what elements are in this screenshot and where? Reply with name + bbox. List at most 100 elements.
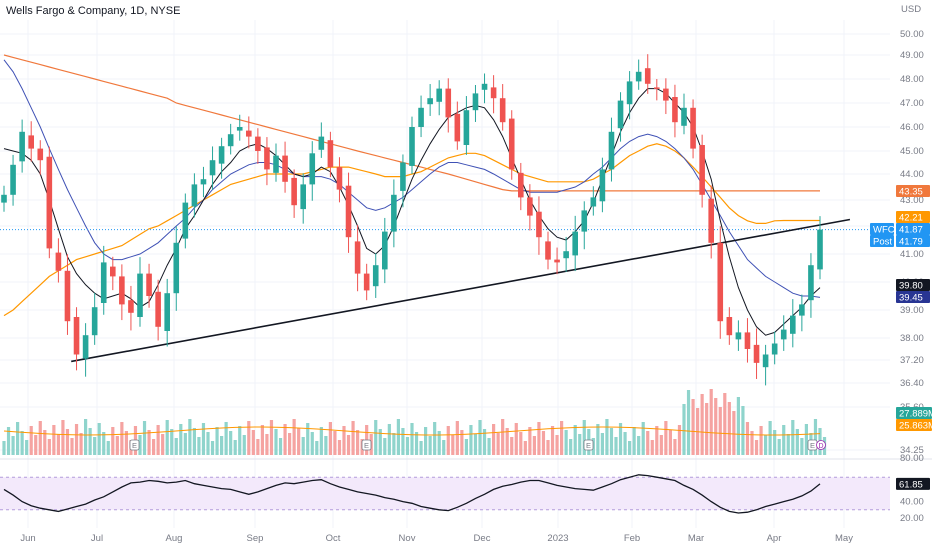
volume-bar — [201, 423, 206, 455]
time-tick-label: May — [835, 533, 853, 544]
volume-bar — [328, 422, 332, 455]
badge-last-price-text: 41.87 — [899, 225, 923, 236]
volume-bar — [25, 440, 29, 455]
rsi-tick-label: 40.00 — [900, 497, 924, 508]
time-tick-label: Jun — [20, 533, 35, 544]
volume-bar — [804, 424, 808, 455]
volume-bar — [514, 423, 518, 455]
volume-bar — [764, 435, 768, 455]
volume-bar — [215, 427, 219, 455]
volume-bar — [446, 426, 450, 455]
candle-body — [137, 273, 143, 317]
time-tick-label: Mar — [688, 533, 704, 544]
candle-body — [445, 88, 452, 118]
volume-bar — [274, 429, 278, 455]
volume-bar — [460, 430, 464, 455]
volume-bar — [97, 423, 101, 455]
candle-body — [735, 332, 742, 340]
volume-bar — [795, 429, 799, 455]
volume-bar — [537, 422, 541, 455]
badge-last-price — [896, 223, 930, 235]
candle-body — [808, 265, 814, 301]
volume-bar — [405, 437, 410, 455]
badge-post-price-text: 41.79 — [899, 237, 923, 248]
ma-20-line — [3, 59, 821, 298]
grid-lines — [0, 20, 890, 528]
volume-bar — [773, 430, 777, 455]
rsi-band — [0, 477, 890, 510]
price-tick-label: 47.00 — [900, 98, 924, 109]
time-tick-label: Nov — [399, 533, 416, 544]
volume-bar — [655, 426, 659, 455]
volume-bar — [374, 420, 378, 455]
volume-bar — [664, 421, 668, 455]
candle-body — [209, 160, 216, 176]
badge-ma200 — [896, 185, 930, 197]
volume-bar — [383, 438, 387, 455]
time-tick-label: Apr — [767, 533, 782, 544]
candle-body — [291, 177, 297, 206]
candle-body — [182, 202, 189, 239]
volume-bar — [61, 420, 65, 455]
volume-bar — [11, 436, 15, 455]
volume-bar — [206, 432, 210, 455]
candle-body — [681, 107, 687, 126]
volume-bar — [102, 432, 106, 455]
volume-bar — [727, 402, 731, 455]
price-tick-label: 45.00 — [900, 146, 924, 157]
volume-bar — [682, 404, 686, 455]
volume-bar — [469, 425, 473, 455]
candle-body — [599, 169, 606, 202]
earnings-marker — [129, 439, 140, 451]
volume-bar — [614, 437, 618, 455]
rsi-line — [3, 474, 821, 514]
price-tick-label: 46.00 — [900, 122, 924, 133]
candle-body — [436, 88, 442, 102]
volume-bar — [310, 432, 314, 455]
volume-bar — [492, 424, 496, 455]
volume-bar — [759, 426, 763, 455]
volume-bar — [569, 439, 573, 455]
volume-bar — [106, 441, 110, 455]
volume-bar — [93, 437, 97, 455]
volume-bar — [188, 419, 192, 455]
volume-bar — [691, 399, 695, 455]
candle-body — [726, 317, 733, 336]
volume-bar — [183, 433, 187, 455]
candle-body — [744, 332, 751, 349]
badge-volume-ma — [896, 419, 932, 431]
volume-bar — [346, 435, 351, 455]
time-tick-label: Aug — [166, 533, 183, 544]
volume-bar — [736, 397, 740, 455]
candle-body — [690, 107, 696, 149]
candle-body — [581, 210, 588, 232]
volume-bar — [768, 421, 772, 455]
candle-body — [336, 167, 343, 190]
candle-body — [644, 68, 651, 84]
volume-bar — [306, 423, 310, 455]
candle-body — [418, 107, 424, 127]
volume-bar — [238, 426, 242, 455]
volume-bar — [646, 431, 650, 455]
candle-body — [617, 100, 624, 129]
volume-bar — [224, 422, 228, 455]
volume-bar — [482, 429, 487, 455]
volume-bar — [174, 438, 178, 455]
volume-bar — [600, 433, 604, 455]
volume-bar — [791, 420, 795, 455]
volume-bar — [414, 432, 419, 455]
volume-bar — [419, 441, 423, 455]
badge-symbol — [870, 223, 894, 235]
volume-bars — [2, 389, 827, 455]
volume-bar — [197, 437, 201, 455]
price-tick-label: 37.20 — [900, 355, 924, 366]
currency-label: USD — [901, 4, 921, 15]
candle-body — [771, 343, 778, 355]
volume-bar — [659, 435, 663, 455]
candle-body — [37, 148, 44, 161]
candle-body — [817, 229, 823, 270]
candle-body — [164, 293, 170, 331]
volume-bar — [88, 428, 92, 455]
badge-ma20-text: 39.45 — [899, 293, 923, 304]
